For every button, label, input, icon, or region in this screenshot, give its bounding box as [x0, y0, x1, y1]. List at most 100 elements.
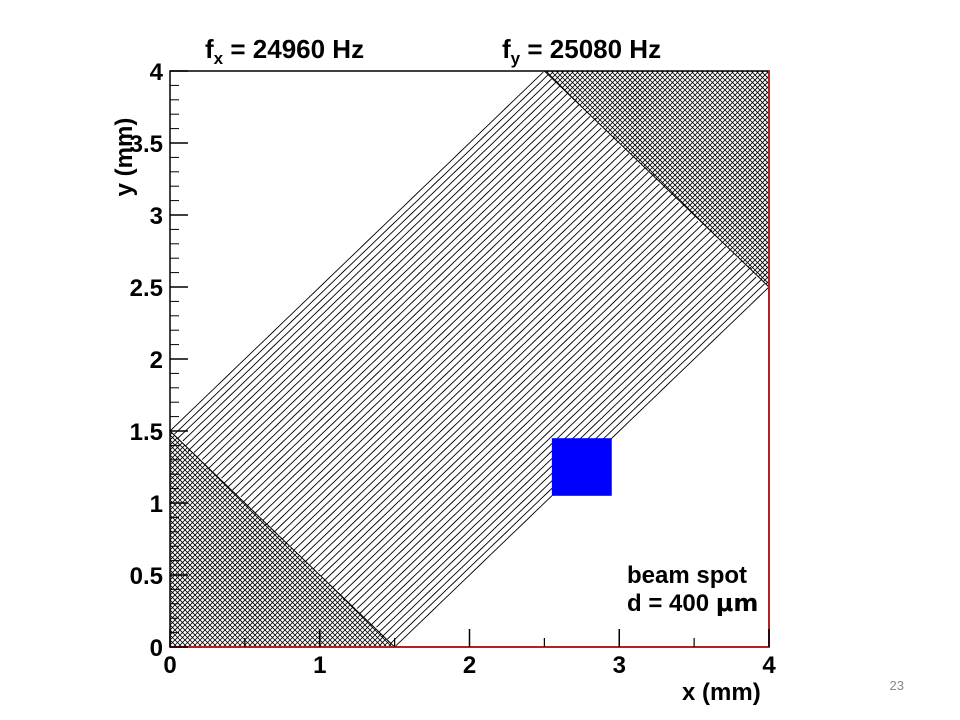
dense-trace: [0, 0, 100, 720]
scan-trace: [234, 134, 610, 496]
dense-trace: [875, 0, 960, 720]
dense-trace: [745, 0, 960, 720]
dense-trace: [0, 0, 110, 720]
dense-trace: [930, 0, 960, 720]
dense-trace: [0, 0, 55, 720]
dense-trace: [865, 0, 960, 720]
dense-trace: [0, 0, 45, 720]
dense-trace: [785, 0, 960, 720]
dense-trace: [755, 0, 960, 720]
scan-trace: [221, 117, 597, 479]
dense-trace: [955, 0, 960, 720]
y-tick-label: 0: [150, 635, 163, 662]
scan-trace: [204, 104, 580, 465]
dense-trace: [0, 0, 50, 720]
dense-trace: [0, 0, 125, 720]
scan-trace: [196, 97, 572, 459]
dense-trace: [765, 0, 960, 720]
dense-trace: [0, 0, 160, 720]
dense-trace: [0, 0, 55, 720]
dense-trace: [170, 431, 395, 647]
dense-trace: [170, 431, 395, 647]
x-tick-label: 1: [313, 652, 326, 679]
dense-trace: [0, 0, 80, 720]
dense-trace: [0, 0, 110, 720]
dense-trace: [850, 0, 960, 720]
dense-trace: [800, 0, 960, 720]
dense-trace: [624, 71, 769, 287]
scan-trace: [251, 148, 627, 509]
dense-trace: [0, 0, 150, 720]
dense-trace: [930, 0, 960, 720]
dense-trace: [170, 431, 395, 647]
dense-trace: [544, 71, 769, 287]
dense-trace: [0, 0, 75, 720]
dense-trace: [945, 0, 960, 720]
dense-trace: [0, 0, 120, 720]
dense-trace: [880, 0, 960, 720]
dense-trace: [0, 0, 150, 720]
scan-trace: [348, 241, 724, 603]
dense-trace: [770, 0, 960, 720]
dense-trace: [805, 0, 960, 720]
dense-trace: [0, 0, 65, 720]
dense-trace: [0, 0, 75, 720]
dense-trace: [204, 431, 395, 647]
dense-trace: [170, 431, 395, 647]
scan-trace: [279, 173, 655, 535]
dense-trace: [890, 0, 960, 720]
dense-trace: [835, 0, 960, 720]
dense-trace: [855, 0, 960, 720]
dense-trace: [885, 0, 960, 720]
dense-trace: [790, 0, 960, 720]
dense-trace: [170, 431, 395, 647]
scan-trace: [254, 153, 630, 514]
scan-trace: [265, 164, 641, 526]
dense-trace: [760, 0, 960, 720]
dense-trace: [644, 71, 769, 287]
dense-trace: [940, 0, 960, 720]
dense-trace: [815, 0, 960, 720]
dense-trace: [810, 0, 960, 720]
dense-trace: [549, 71, 769, 287]
dense-trace: [170, 431, 395, 647]
dense-trace: [890, 0, 960, 720]
dense-trace: [0, 0, 150, 720]
dense-trace: [0, 0, 145, 720]
dense-trace: [0, 0, 130, 720]
dense-trace: [0, 0, 160, 720]
dense-trace: [0, 0, 160, 720]
dense-trace: [935, 0, 960, 720]
dense-trace: [785, 0, 960, 720]
dense-trace: [0, 0, 85, 720]
dense-trace: [0, 0, 115, 720]
dense-trace: [0, 0, 75, 720]
dense-trace: [749, 71, 769, 287]
dense-trace: [170, 431, 395, 647]
dense-trace: [0, 0, 145, 720]
dense-trace: [910, 0, 960, 720]
dense-trace: [170, 431, 196, 647]
dense-trace: [170, 431, 395, 647]
dense-trace: [890, 0, 960, 720]
dense-trace: [800, 0, 960, 720]
dense-trace: [619, 71, 769, 287]
dense-trace: [855, 0, 960, 720]
dense-trace: [0, 0, 120, 720]
dense-trace: [855, 0, 960, 720]
dense-trace: [0, 0, 40, 720]
dense-trace: [895, 0, 960, 720]
dense-trace: [0, 0, 20, 720]
dense-trace: [915, 0, 960, 720]
dense-trace: [865, 0, 960, 720]
dense-trace: [0, 0, 140, 720]
page-number: 23: [889, 678, 904, 693]
dense-trace: [764, 71, 769, 287]
dense-trace: [860, 0, 960, 720]
dense-trace: [584, 71, 769, 287]
dense-trace: [830, 0, 960, 720]
dense-trace: [800, 0, 960, 720]
dense-region-outline: [170, 430, 396, 647]
dense-trace: [0, 0, 75, 720]
dense-trace: [915, 0, 960, 720]
